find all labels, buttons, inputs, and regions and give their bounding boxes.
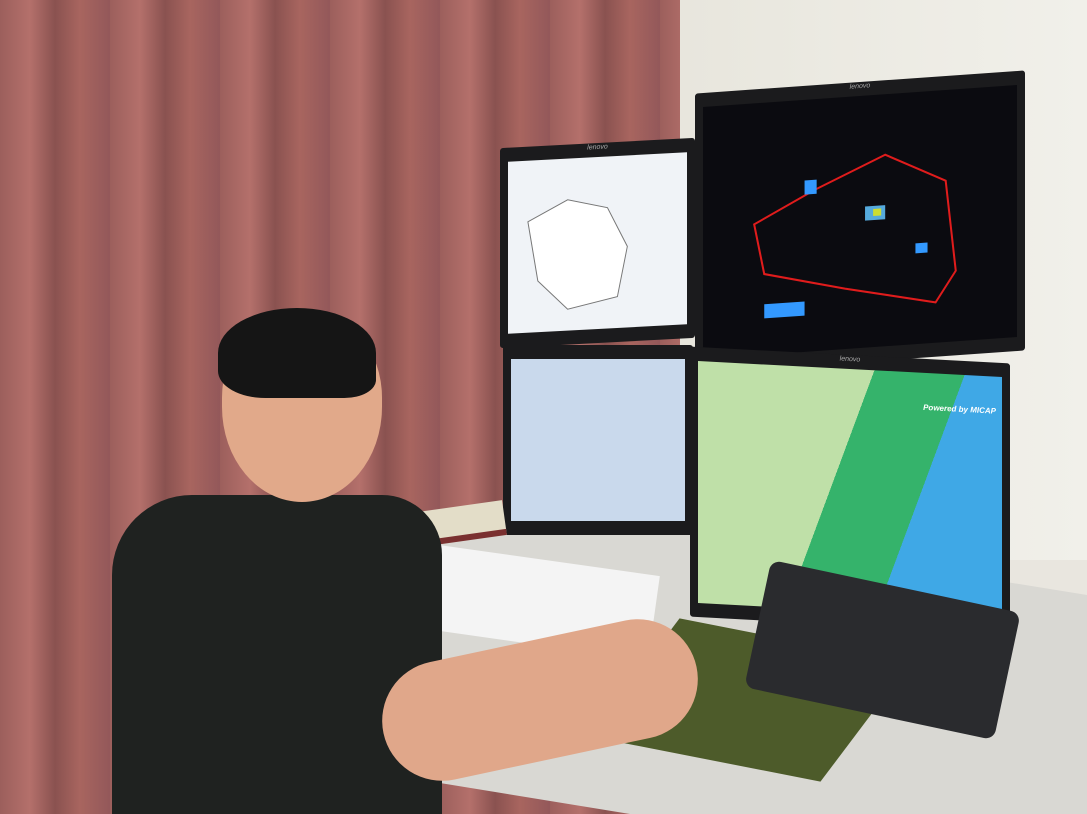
powered-by-label: Powered by MICAP	[923, 402, 996, 416]
document-screen	[511, 359, 685, 521]
monitor-top-left: lenovo	[500, 137, 695, 349]
monitor-top-right: lenovo	[695, 70, 1025, 374]
map-outline	[527, 199, 628, 310]
map-webpage-screen	[508, 152, 687, 334]
person-hair	[218, 308, 376, 398]
radar-screen	[703, 85, 1017, 359]
person-torso	[112, 495, 442, 814]
radar-map	[753, 153, 957, 319]
monitor-bottom-left	[503, 345, 693, 535]
